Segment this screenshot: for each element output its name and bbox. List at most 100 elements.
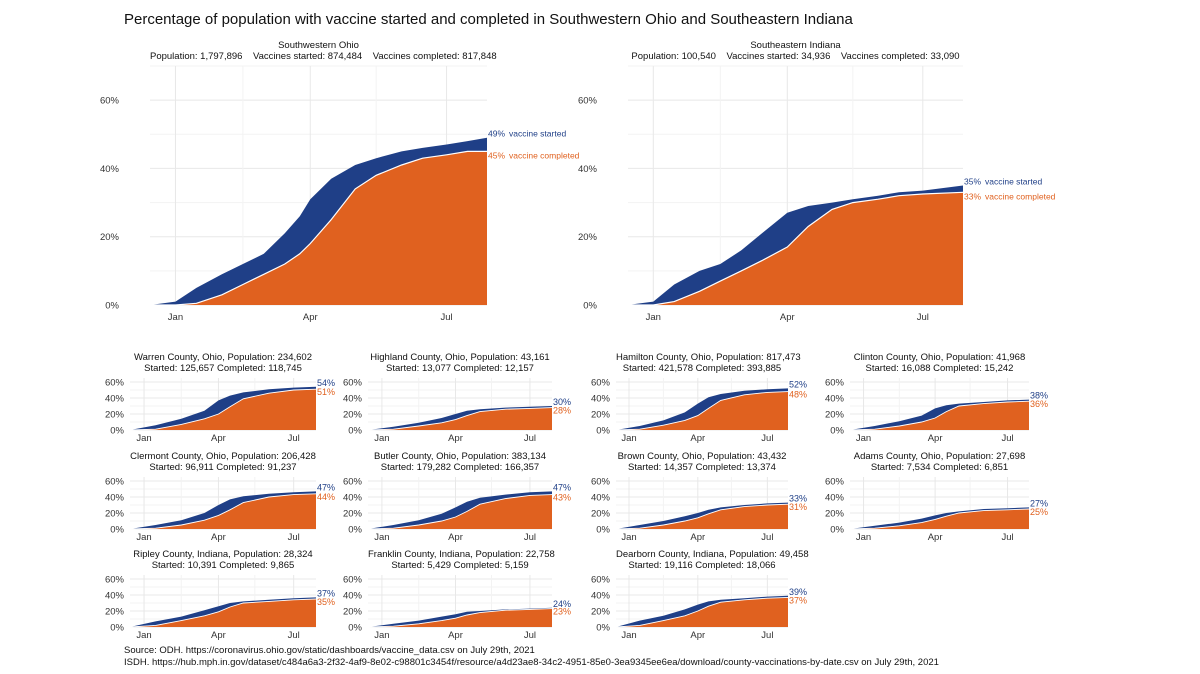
plot-clinton: 0% 20% 40% 60% Jan Apr Jul 38%36% (825, 378, 1048, 445)
legend-completed: vaccine completed (985, 191, 1056, 201)
y-tick-label: 20% (591, 410, 611, 421)
line-completed (615, 596, 789, 628)
x-tick-label: Jan (621, 532, 636, 543)
y-tick-label: 40% (578, 164, 598, 175)
panel-warren: Warren County, Ohio, Population: 234,602… (92, 352, 335, 445)
y-tick-label: 20% (825, 410, 845, 421)
label-completed: 51% (317, 387, 335, 397)
label-completed: 31% (789, 502, 807, 512)
x-tick-label: Jul (1001, 532, 1013, 543)
y-tick-label: 0% (596, 426, 610, 437)
y-tick-label: 60% (591, 575, 611, 586)
label-started: 35% (964, 177, 981, 187)
label-completed: 35% (317, 597, 335, 607)
y-tick-label: 60% (591, 378, 611, 389)
x-tick-label: Jul (917, 312, 929, 323)
label-completed: 37% (789, 595, 807, 605)
label-completed: 25% (1030, 507, 1048, 517)
label-started: 49% (488, 129, 505, 139)
panel-franklin: Franklin County, Indiana, Population: 22… (330, 549, 571, 641)
plot-ripley: 0% 20% 40% 60% Jan Apr Jul 37%35% (105, 575, 335, 642)
x-tick-label: Apr (211, 433, 226, 444)
x-tick-label: Jan (621, 630, 636, 641)
y-tick-label: 20% (105, 509, 125, 520)
panel-subtitle: Started: 96,911 Completed: 91,237 (149, 462, 297, 473)
panel-title: Brown County, Ohio, Population: 43,432 (617, 451, 787, 462)
y-tick-label: 20% (343, 607, 363, 618)
panel-adams: Adams County, Ohio, Population: 27,698 St… (812, 451, 1048, 543)
x-tick-label: Jul (440, 312, 452, 323)
line-completed (615, 391, 789, 431)
x-tick-label: Apr (690, 630, 705, 641)
panel-subtitle: Started: 421,578 Completed: 393,885 (622, 363, 782, 374)
label-completed: 28% (553, 406, 571, 416)
label-started: 52% (789, 379, 807, 389)
panel-subtitle: Population: 1,797,896 Vaccines started: … (150, 51, 497, 62)
y-tick-label: 60% (825, 477, 845, 488)
panel-subtitle: Started: 19,116 Completed: 18,066 (628, 560, 776, 571)
y-tick-label: 20% (591, 509, 611, 520)
y-tick-label: 0% (583, 301, 597, 312)
panel-hamilton: Hamilton County, Ohio, Population: 817,4… (578, 352, 807, 444)
label-completed: 44% (317, 492, 335, 502)
x-tick-label: Apr (928, 433, 943, 444)
area-completed (368, 407, 552, 430)
line-completed (129, 388, 317, 431)
area-completed (130, 599, 316, 627)
y-tick-label: 60% (100, 96, 120, 107)
label-started: 24% (553, 599, 571, 609)
line-completed (367, 608, 553, 628)
panel-subtitle: Started: 13,077 Completed: 12,157 (386, 363, 534, 374)
line-completed (849, 508, 1030, 530)
line-completed (129, 598, 317, 628)
plot-butler: 0% 20% 40% 60% Jan Apr Jul 47%43% (343, 477, 571, 544)
area-completed (368, 494, 552, 529)
panel-subtitle: Started: 10,391 Completed: 9,865 (151, 560, 295, 571)
y-tick-label: 20% (343, 509, 363, 520)
x-tick-label: Jul (524, 630, 536, 641)
panel-subtitle: Started: 125,657 Completed: 118,745 (144, 363, 302, 374)
y-tick-label: 20% (825, 509, 845, 520)
line-completed (367, 407, 553, 431)
x-tick-label: Jan (374, 532, 389, 543)
plot-dearborn: 0% 20% 40% 60% Jan Apr Jul 39%37% (591, 575, 807, 642)
x-tick-label: Jan (621, 433, 636, 444)
y-tick-label: 40% (343, 493, 363, 504)
y-tick-label: 60% (105, 575, 125, 586)
x-tick-label: Apr (448, 630, 463, 641)
x-tick-label: Apr (448, 532, 463, 543)
area-completed (616, 597, 788, 627)
panel-swohio: Southwestern Ohio Population: 1,797,896 V… (92, 40, 580, 325)
area-completed (150, 151, 487, 305)
y-tick-label: 60% (343, 477, 363, 488)
x-tick-label: Apr (211, 630, 226, 641)
x-tick-label: Jan (136, 630, 151, 641)
y-tick-label: 40% (825, 394, 845, 405)
label-started: 47% (553, 482, 571, 492)
label-completed: 33% (964, 191, 981, 201)
panel-title: Ripley County, Indiana, Population: 28,3… (133, 549, 313, 560)
panel-title: Southwestern Ohio (278, 40, 359, 51)
plot-swohio: 0% 20% 40% 60% Jan Apr Jul 49% 45% vaccine starte… (100, 65, 580, 323)
x-tick-label: Jul (288, 433, 300, 444)
y-tick-label: 40% (591, 591, 611, 602)
y-tick-label: 40% (591, 493, 611, 504)
y-tick-label: 40% (105, 591, 125, 602)
x-tick-label: Jul (761, 630, 773, 641)
plot-warren: 0% 20% 40% 60% Jan Apr Jul 54%51% (105, 378, 335, 445)
y-tick-label: 0% (830, 525, 844, 536)
panel-title: Adams County, Ohio, Population: 27,698 (853, 451, 1026, 462)
panel-title: Butler County, Ohio, Population: 383,134 (374, 451, 546, 462)
label-completed: 23% (553, 607, 571, 617)
line-completed (367, 494, 553, 530)
label-started: 39% (789, 587, 807, 597)
panel-title: Highland County, Ohio, Population: 43,16… (370, 352, 550, 363)
y-tick-label: 0% (348, 426, 362, 437)
x-tick-label: Jul (1001, 433, 1013, 444)
x-tick-label: Apr (690, 433, 705, 444)
label-completed: 43% (553, 493, 571, 503)
y-tick-label: 60% (343, 575, 363, 586)
panel-subtitle: Started: 179,282 Completed: 166,357 (380, 462, 540, 473)
y-tick-label: 40% (825, 493, 845, 504)
source-note: Source: ODH. https://coronavirus.ohio.go… (124, 645, 939, 669)
